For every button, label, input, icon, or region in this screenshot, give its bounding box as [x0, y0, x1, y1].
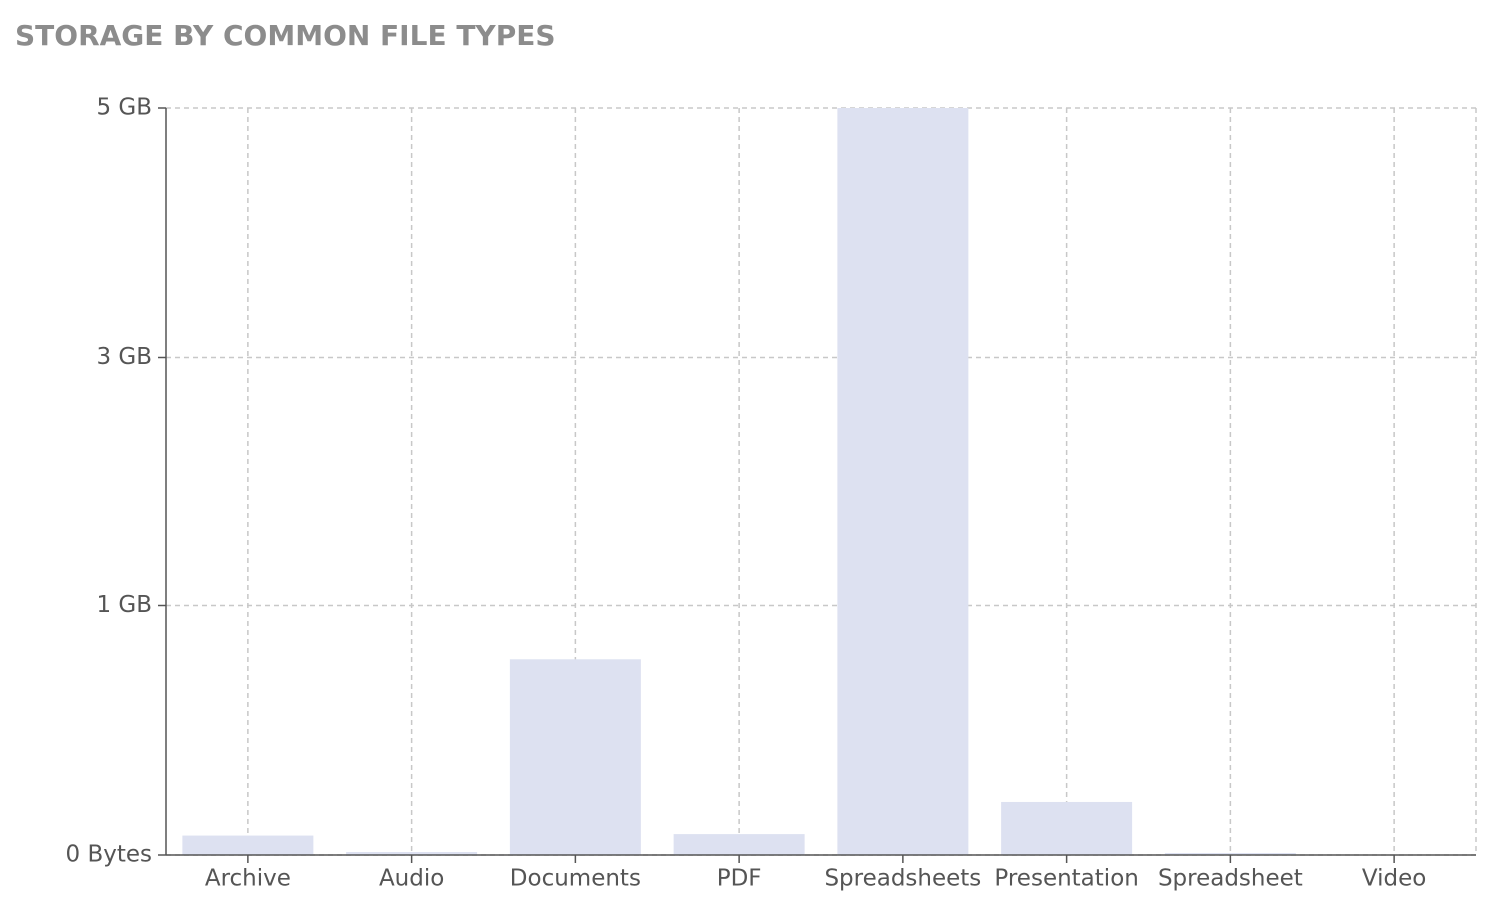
bar	[509, 659, 641, 855]
bar	[182, 835, 314, 855]
y-tick-label: 0 Bytes	[66, 842, 153, 868]
x-tick-label: Archive	[205, 866, 291, 892]
x-tick-label: Spreadsheet	[1158, 866, 1303, 892]
x-tick-label: Documents	[510, 866, 641, 892]
x-tick-label: Presentation	[994, 866, 1138, 892]
x-tick-label: Spreadsheets	[824, 866, 981, 892]
x-tick-label: PDF	[717, 866, 762, 892]
bar	[673, 834, 805, 855]
x-tick-label: Video	[1362, 866, 1426, 892]
bar	[346, 852, 478, 855]
y-tick-label: 5 GB	[96, 95, 152, 121]
bar	[1164, 853, 1296, 855]
x-tick-label: Audio	[379, 866, 444, 892]
chart-title: STORAGE BY COMMON FILE TYPES	[15, 19, 556, 52]
bar	[837, 108, 969, 855]
y-tick-label: 3 GB	[96, 344, 152, 370]
y-tick-label: 1 GB	[96, 592, 152, 618]
bar	[1001, 801, 1133, 855]
